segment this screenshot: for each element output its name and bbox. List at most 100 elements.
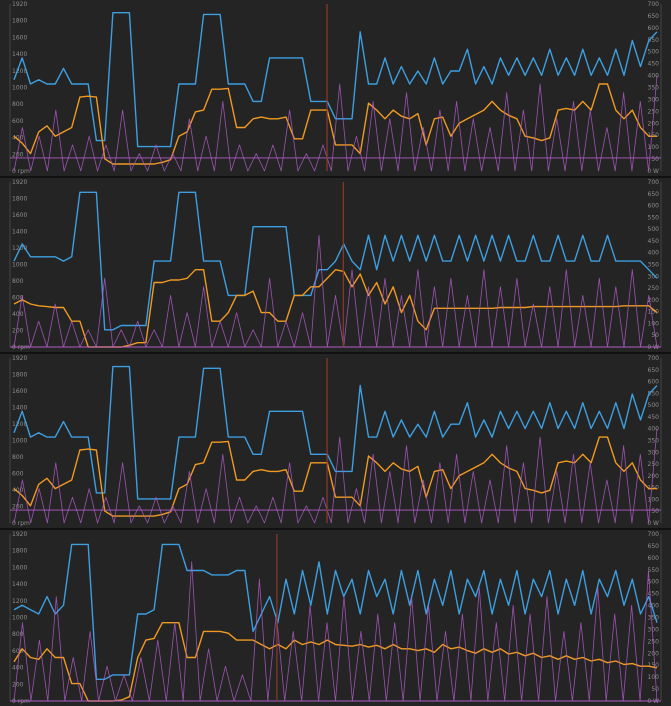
left-tick-label: 400 xyxy=(12,487,24,494)
chart-panel-1: 1920 1800 1600 1400 1200 1000 800 600 400 200 0 rp… xyxy=(0,0,671,176)
right-tick-label: 350 xyxy=(648,615,660,622)
right-tick-label: 200 xyxy=(648,297,660,304)
left-tick-label: 1600 xyxy=(12,34,27,41)
left-tick-label: 1600 xyxy=(12,388,27,395)
right-tick-label: 200 xyxy=(648,650,660,657)
series-line xyxy=(13,83,657,165)
right-tick-label: 50 xyxy=(651,508,659,515)
left-tick-label: 0 rpm xyxy=(12,698,30,705)
left-tick-label: 1000 xyxy=(12,85,27,92)
right-tick-label: 350 xyxy=(648,85,660,92)
series-line xyxy=(13,561,658,702)
left-tick-label: 1200 xyxy=(12,68,27,75)
series-line xyxy=(13,11,658,148)
left-tick-label: 1200 xyxy=(12,598,27,605)
chart-panel-2: 1920 1800 1600 1400 1200 1000 800 600 400 200 0 rp… xyxy=(0,178,671,352)
left-tick-label: 1200 xyxy=(12,421,27,428)
right-tick-label: 350 xyxy=(648,262,660,269)
right-tick-label: 250 xyxy=(648,285,660,292)
right-tick-label: 350 xyxy=(648,438,660,445)
chart-panel-3: 1920 1800 1600 1400 1200 1000 800 600 400 200 0 rp… xyxy=(0,354,671,528)
right-tick-label: 0 W xyxy=(647,344,659,351)
left-tick-label: 400 xyxy=(12,311,24,318)
right-tick-label: 450 xyxy=(648,61,660,68)
left-tick-label: 600 xyxy=(12,471,24,478)
left-tick-label: 1800 xyxy=(12,196,27,203)
left-tick-label: 1000 xyxy=(12,438,27,445)
left-tick-label: 600 xyxy=(12,295,24,302)
right-tick-label: 100 xyxy=(648,674,660,681)
panel-divider xyxy=(0,528,671,530)
right-tick-label: 400 xyxy=(648,250,660,257)
left-tick-label: 0 rpm xyxy=(12,344,30,351)
series-line xyxy=(13,436,657,517)
left-tick-label: 1400 xyxy=(12,405,27,412)
right-tick-label: 200 xyxy=(648,473,660,480)
left-tick-label: 600 xyxy=(12,118,24,125)
left-tick-label: 1000 xyxy=(12,615,27,622)
panel-divider xyxy=(0,176,671,178)
left-tick-label: 200 xyxy=(12,504,24,511)
right-tick-label: 50 xyxy=(651,156,659,163)
series-line xyxy=(13,75,658,172)
left-tick-label: 200 xyxy=(12,151,24,158)
left-tick-label: 1800 xyxy=(12,548,27,555)
panel-divider xyxy=(0,352,671,354)
left-tick-label: 200 xyxy=(12,328,24,335)
left-tick-label: 1400 xyxy=(12,51,27,58)
right-tick-label: 700 xyxy=(648,531,660,538)
series-line xyxy=(13,621,658,702)
left-tick-label: 0 rpm xyxy=(12,520,30,527)
right-tick-label: 700 xyxy=(648,1,660,8)
series-line xyxy=(13,365,658,500)
left-tick-label: 1920 xyxy=(12,179,27,186)
right-tick-label: 250 xyxy=(648,108,660,115)
right-tick-label: 500 xyxy=(648,402,660,409)
series-line xyxy=(13,428,658,524)
right-tick-label: 0 W xyxy=(647,698,659,705)
right-tick-label: 500 xyxy=(648,579,660,586)
right-tick-label: 300 xyxy=(648,449,660,456)
left-tick-label: 400 xyxy=(12,135,24,142)
left-tick-label: 1000 xyxy=(12,262,27,269)
right-tick-label: 100 xyxy=(648,496,660,503)
chart-panel-4: 1920 1800 1600 1400 1200 1000 800 600 400 200 0 rp… xyxy=(0,530,671,706)
right-tick-label: 0 W xyxy=(647,520,659,527)
left-tick-label: 1400 xyxy=(12,581,27,588)
right-tick-label: 150 xyxy=(648,662,660,669)
right-tick-label: 300 xyxy=(648,626,660,633)
chart-svg-1: 1920 1800 1600 1400 1200 1000 800 600 400 200 0 rp… xyxy=(9,1,662,175)
right-tick-label: 600 xyxy=(648,555,660,562)
right-tick-label: 600 xyxy=(648,25,660,32)
right-tick-label: 650 xyxy=(648,543,660,550)
right-tick-label: 650 xyxy=(648,13,660,20)
left-tick-label: 1920 xyxy=(12,1,27,8)
right-tick-label: 400 xyxy=(648,426,660,433)
left-tick-label: 800 xyxy=(12,101,24,108)
right-tick-label: 550 xyxy=(648,567,660,574)
right-tick-label: 450 xyxy=(648,238,660,245)
right-tick-label: 450 xyxy=(648,591,660,598)
series-line xyxy=(13,234,658,348)
left-tick-label: 0 rpm xyxy=(12,168,30,175)
chart-svg-3: 1920 1800 1600 1400 1200 1000 800 600 400 200 0 rp… xyxy=(9,355,662,527)
right-tick-label: 450 xyxy=(648,414,660,421)
right-tick-label: 100 xyxy=(648,144,660,151)
right-tick-label: 550 xyxy=(648,37,660,44)
right-tick-label: 150 xyxy=(648,309,660,316)
right-tick-label: 500 xyxy=(648,49,660,56)
chart-svg-4: 1920 1800 1600 1400 1200 1000 800 600 400 200 0 rp… xyxy=(9,531,662,705)
left-tick-label: 1920 xyxy=(12,531,27,538)
left-tick-label: 1920 xyxy=(12,355,27,362)
left-tick-label: 1800 xyxy=(12,372,27,379)
right-tick-label: 600 xyxy=(648,203,660,210)
right-tick-label: 600 xyxy=(648,379,660,386)
right-tick-label: 700 xyxy=(648,355,660,362)
left-tick-label: 800 xyxy=(12,454,24,461)
series-line xyxy=(13,268,658,348)
right-tick-label: 700 xyxy=(648,179,660,186)
series-line xyxy=(13,543,658,681)
left-tick-label: 1600 xyxy=(12,564,27,571)
